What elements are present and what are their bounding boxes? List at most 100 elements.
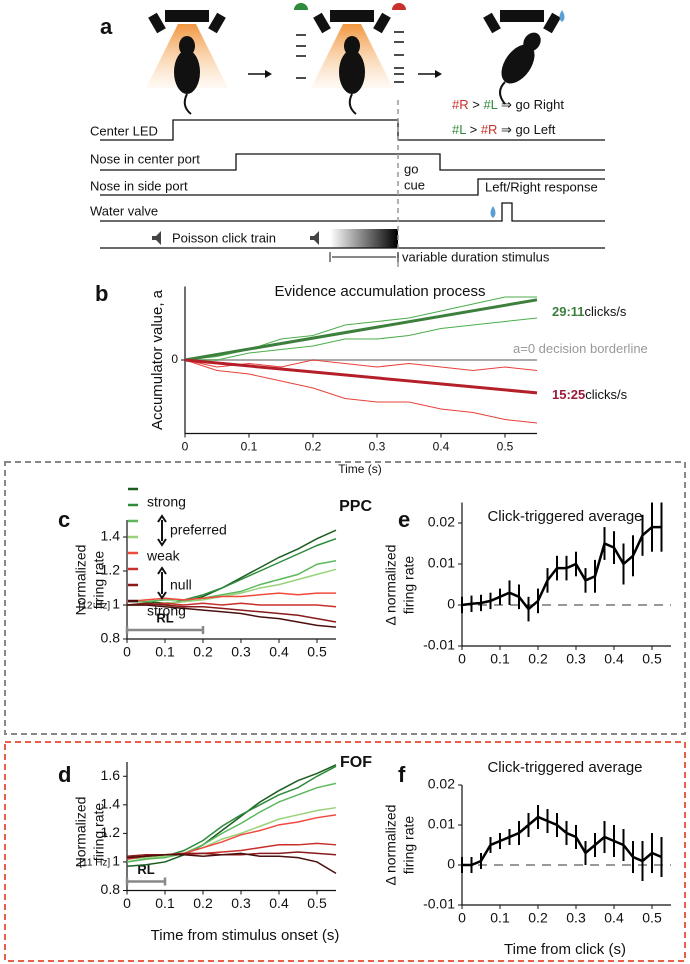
chart-title: PPC [339, 498, 372, 515]
x-tick-label: 0.2 [193, 895, 213, 911]
row-label: Center LED [90, 123, 158, 138]
annotation-rate: 29:11 [552, 304, 585, 319]
stimulus-label: variable duration stimulus [402, 249, 550, 264]
x-tick-label: 0.1 [155, 895, 175, 911]
chart-title: FOF [340, 754, 372, 771]
legend-label: null [170, 577, 192, 593]
x-tick-label: 0.1 [155, 644, 175, 660]
arrow-head [435, 70, 442, 78]
rule-part: ⇒ go Left [497, 122, 555, 137]
x-tick-label: 0.2 [305, 440, 322, 454]
y-axis-title: firing rate [401, 556, 417, 615]
x-tick-label: 0 [458, 910, 466, 926]
legend-label: weak [146, 548, 181, 564]
go-cue: go [404, 161, 418, 176]
x-tick-label: 0.1 [490, 651, 510, 667]
x-tick-label: 0.5 [307, 895, 327, 911]
droplet [490, 206, 496, 218]
panel-label: c [58, 507, 70, 532]
y-tick-label: 0 [447, 856, 455, 872]
click-train-label: Poisson click train [172, 230, 276, 245]
rule-part: ⇒ go Right [497, 97, 564, 112]
rule-part: #R [452, 97, 469, 112]
x-tick-label: 0.4 [604, 910, 624, 926]
x-axis-title: Time from stimulus onset (s) [151, 927, 340, 944]
y-axis-title: Normalized [73, 797, 89, 868]
mean-line [462, 815, 662, 867]
panel-label: a [100, 14, 113, 39]
row-label: Nose in center port [90, 151, 200, 166]
x-tick-label: 0.3 [566, 910, 586, 926]
y-tick-label: 1.2 [101, 562, 121, 578]
series-line [127, 602, 337, 608]
row-label: Nose in side port [90, 178, 188, 193]
x-tick-label: 0.4 [269, 644, 289, 660]
y-tick-label: 0.01 [428, 816, 455, 832]
chart-title: Click-triggered average [487, 508, 642, 525]
annotation: a=0 decision borderline [513, 341, 648, 356]
series-line [126, 764, 337, 867]
y-tick-label: 1 [112, 853, 120, 869]
y-tick-label: 1.4 [101, 528, 121, 544]
series-line [126, 806, 337, 860]
x-axis-title: Time from click (s) [504, 941, 626, 958]
x-tick-label: 0.2 [528, 910, 548, 926]
y-tick-label: 0.8 [101, 881, 121, 897]
annotation-unit: clicks/s [585, 387, 627, 402]
y-tick-label: 1.4 [101, 796, 121, 812]
x-tick-label: 0.4 [604, 651, 624, 667]
x-tick-label: 0.5 [497, 440, 514, 454]
rule: #L > #R ⇒ go Left [452, 122, 556, 137]
legend-label: strong [147, 494, 186, 510]
rl-bar [125, 626, 205, 634]
legend-arrow [157, 566, 167, 600]
x-tick-label: 0.3 [231, 644, 251, 660]
annotation-rate: 15:25 [552, 387, 585, 402]
y-axis-title: firing rate [401, 816, 417, 875]
series-line [126, 852, 337, 875]
series-line [184, 298, 538, 362]
x-tick-label: 0 [123, 644, 131, 660]
panel-label: d [58, 762, 71, 787]
unit-note: [11 Hz] [79, 858, 110, 869]
chart-title: Evidence accumulation process [275, 283, 486, 300]
y-tick-label: -0.01 [423, 896, 455, 912]
annotation-unit: clicks/s [585, 304, 627, 319]
response-label: Left/Right response [485, 179, 598, 194]
x-tick-label: 0.3 [369, 440, 386, 454]
mouse-left [146, 10, 228, 115]
y-axis-title: Δ normalized [383, 805, 399, 886]
trace [100, 178, 605, 196]
go-cue: cue [404, 177, 425, 192]
x-axis-title: Time (s) [338, 462, 382, 476]
series-line [126, 782, 337, 863]
series-line [185, 317, 538, 361]
annotation-text: a=0 decision borderline [513, 341, 648, 356]
fof-box [4, 741, 686, 962]
x-tick-label: 0 [123, 895, 131, 911]
y-axis-title: Δ normalized [383, 545, 399, 626]
mouse-center [294, 3, 406, 115]
rule-part: > [466, 122, 481, 137]
row-label: Water valve [90, 203, 158, 218]
duration-arrow [329, 252, 399, 262]
x-tick-label: 0.5 [642, 910, 662, 926]
y-tick-label: 1.2 [101, 824, 121, 840]
panel-label: f [398, 762, 406, 787]
y-tick-label: 1.6 [101, 767, 121, 783]
y-axis-title: firing rate [91, 803, 107, 862]
mean-line [461, 525, 662, 611]
y-tick-label: -0.01 [423, 637, 455, 653]
x-tick-label: 0.5 [642, 651, 662, 667]
rule: #R > #L ⇒ go Right [452, 97, 564, 112]
y-axis-title: firing rate [91, 551, 107, 610]
x-tick-label: 0.4 [269, 895, 289, 911]
y-tick-label: 0.8 [101, 630, 121, 646]
x-tick-label: 0.1 [490, 910, 510, 926]
x-tick-label: 0.4 [433, 440, 450, 454]
x-tick-label: 0.1 [241, 440, 258, 454]
y-tick-label: 0.01 [428, 555, 455, 571]
series-line [126, 765, 337, 863]
annotation: 15:25clicks/s [552, 387, 628, 402]
